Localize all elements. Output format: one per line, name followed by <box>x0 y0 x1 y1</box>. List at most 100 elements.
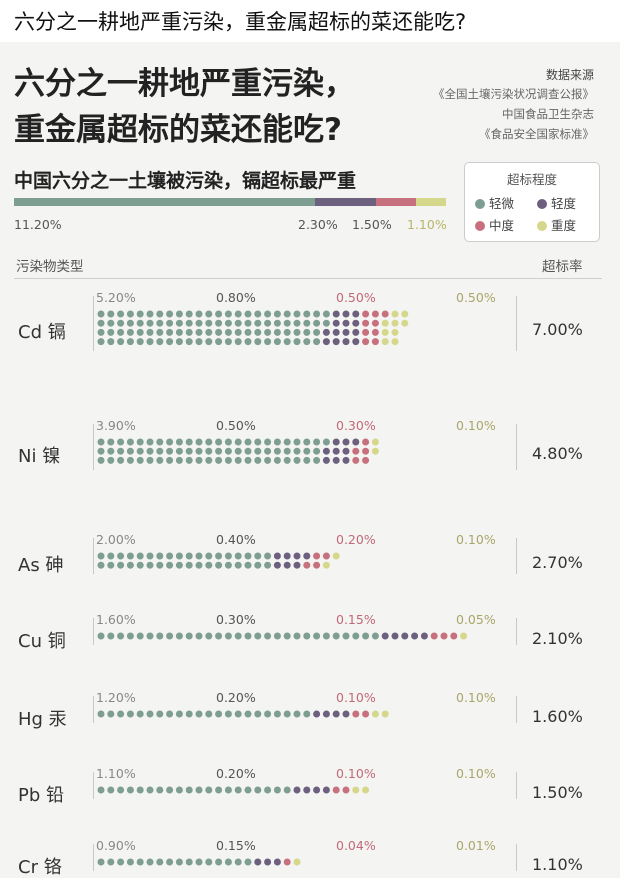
dot-light <box>273 858 281 866</box>
dot-slight <box>205 858 213 866</box>
dot-light <box>352 328 360 336</box>
dot-light <box>283 561 291 569</box>
dot-slight <box>175 858 183 866</box>
dot-slight <box>254 310 262 318</box>
dot-slight <box>136 456 144 464</box>
dot-slight <box>362 632 370 640</box>
dot-slight <box>166 456 174 464</box>
dot-moderate <box>440 632 448 640</box>
dot-light <box>332 438 340 446</box>
dot-slight <box>273 710 281 718</box>
dot-slight <box>264 710 272 718</box>
dot-slight <box>224 447 232 455</box>
dot-severe <box>391 310 399 318</box>
dot-slight <box>234 632 242 640</box>
dot-slight <box>224 438 232 446</box>
dot-slight <box>215 786 223 794</box>
dot-moderate <box>371 310 379 318</box>
row-percent-severe: 0.10% <box>456 690 496 705</box>
dot-slight <box>185 328 193 336</box>
dot-grid <box>97 310 409 346</box>
dot-slight <box>313 319 321 327</box>
dot-slight <box>185 310 193 318</box>
dot-slight <box>244 319 252 327</box>
dot-moderate <box>362 438 370 446</box>
dot-slight <box>126 328 134 336</box>
row-right-rule <box>516 296 517 351</box>
dot-moderate <box>352 456 360 464</box>
dot-slight <box>283 786 291 794</box>
dot-severe <box>391 338 399 346</box>
dot-slight <box>166 858 174 866</box>
dot-slight <box>215 447 223 455</box>
legend-swatch-moderate <box>475 221 485 231</box>
dot-light <box>273 552 281 560</box>
dot-slight <box>146 456 154 464</box>
dot-slight <box>97 319 105 327</box>
dot-slight <box>234 328 242 336</box>
exceed-rate-value: 4.80% <box>532 443 583 463</box>
dot-slight <box>303 438 311 446</box>
source-item: 中国食品卫生杂志 <box>502 107 594 121</box>
source-item: 《食品安全国家标准》 <box>479 127 594 141</box>
dot-slight <box>264 438 272 446</box>
dot-slight <box>146 438 154 446</box>
dot-light <box>254 858 262 866</box>
pollutant-label: As 砷 <box>18 555 64 577</box>
dot-slight <box>313 456 321 464</box>
dot-slight <box>175 632 183 640</box>
exceed-rate-value: 1.60% <box>532 706 583 726</box>
dot-slight <box>166 786 174 794</box>
dot-grid <box>97 786 370 794</box>
row-percent-slight: 0.90% <box>96 838 136 853</box>
dot-slight <box>215 632 223 640</box>
dot-slight <box>244 552 252 560</box>
row-percent-moderate: 0.20% <box>336 532 376 547</box>
dot-severe <box>391 319 399 327</box>
dot-light <box>322 338 330 346</box>
dot-moderate <box>283 858 291 866</box>
dot-slight <box>166 319 174 327</box>
legend-item-light: 轻度 <box>537 193 576 212</box>
overall-bar-segment-moderate <box>376 198 417 206</box>
row-percent-slight: 2.00% <box>96 532 136 547</box>
dot-light <box>332 447 340 455</box>
dot-slight <box>136 438 144 446</box>
dot-slight <box>234 438 242 446</box>
dot-slight <box>195 858 203 866</box>
dot-slight <box>117 632 125 640</box>
dot-slight <box>126 710 134 718</box>
dot-grid <box>97 710 389 718</box>
dot-slight <box>175 710 183 718</box>
dot-slight <box>156 328 164 336</box>
dot-light <box>391 632 399 640</box>
dot-slight <box>264 319 272 327</box>
dot-slight <box>117 858 125 866</box>
dot-slight <box>107 552 115 560</box>
dot-slight <box>303 328 311 336</box>
exceed-rate-value: 2.10% <box>532 628 583 648</box>
dot-severe <box>293 858 301 866</box>
dot-slight <box>126 447 134 455</box>
dot-slight <box>97 438 105 446</box>
dot-slight <box>205 786 213 794</box>
dot-slight <box>126 552 134 560</box>
dot-slight <box>244 561 252 569</box>
dot-slight <box>185 632 193 640</box>
dot-slight <box>175 310 183 318</box>
dot-moderate <box>313 561 321 569</box>
dot-slight <box>215 310 223 318</box>
dot-slight <box>117 319 125 327</box>
row-right-rule <box>516 844 517 872</box>
dot-slight <box>244 858 252 866</box>
dot-slight <box>205 561 213 569</box>
dot-severe <box>381 328 389 336</box>
dot-slight <box>146 552 154 560</box>
dot-slight <box>146 561 154 569</box>
dot-slight <box>293 438 301 446</box>
row-right-rule <box>516 696 517 724</box>
dot-light <box>322 786 330 794</box>
dot-slight <box>97 561 105 569</box>
dot-light <box>342 456 350 464</box>
dot-light <box>303 552 311 560</box>
